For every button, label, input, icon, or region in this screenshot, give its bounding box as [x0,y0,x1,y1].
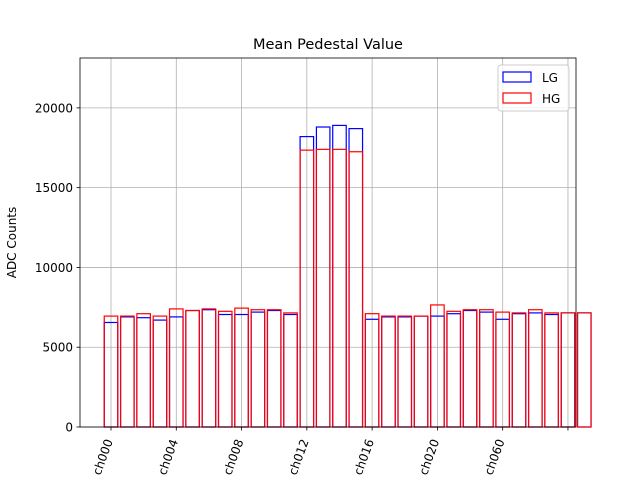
chart-title: Mean Pedestal Value [253,37,403,53]
plot-area [80,58,576,427]
y-tick-label: 20000 [35,101,73,115]
y-axis-label: ADC Counts [5,207,19,279]
legend-box [497,64,570,112]
legend-label-hg: HG [542,92,560,106]
grid-layer [80,58,576,428]
legend: LG HG [497,64,570,112]
y-tick-label: 5000 [42,341,73,355]
legend-swatch-lg [502,71,532,83]
y-tick-label: 10000 [35,261,73,275]
legend-swatch-hg [502,92,532,104]
y-tick-label: 15000 [35,181,73,195]
y-tick-label: 0 [65,421,73,435]
legend-label-lg: LG [542,71,558,85]
bar-hg-ch065 [576,312,592,428]
plot-frame [79,57,577,428]
